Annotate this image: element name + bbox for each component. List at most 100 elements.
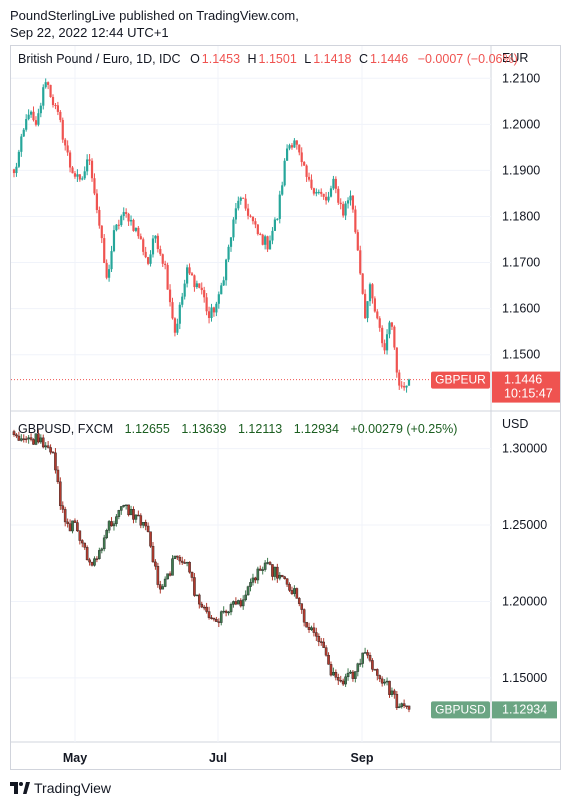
candle-body xyxy=(190,273,194,276)
candle-body xyxy=(41,437,45,448)
candle-body xyxy=(115,516,118,524)
candle-body xyxy=(276,566,279,579)
candle-body xyxy=(339,202,342,205)
candle-body xyxy=(261,234,264,245)
candle-body xyxy=(27,437,30,440)
candle-body xyxy=(112,523,116,527)
candle-body xyxy=(344,676,347,685)
candle-body xyxy=(49,447,52,453)
candle-body xyxy=(293,588,296,594)
candle-body xyxy=(385,334,389,351)
candle-body xyxy=(276,218,279,220)
candle-body xyxy=(29,111,33,115)
candle-body xyxy=(398,372,401,386)
candle-body xyxy=(83,171,86,179)
candle-body xyxy=(302,609,306,623)
candle-body xyxy=(25,119,28,130)
candle-body xyxy=(393,690,396,695)
candle-body xyxy=(317,636,321,642)
candle-body xyxy=(17,435,21,441)
candle-body xyxy=(193,275,196,288)
candle-body xyxy=(98,550,101,559)
candle-body xyxy=(258,568,262,571)
candle-body xyxy=(61,505,65,510)
close-value: 1.12934 xyxy=(293,422,339,436)
candle-body xyxy=(12,431,16,436)
candle-body xyxy=(112,230,116,252)
tradingview-brand[interactable]: TradingView xyxy=(34,780,112,796)
symbol-tag xyxy=(431,371,490,389)
candle-body xyxy=(68,152,72,168)
candle-body xyxy=(210,307,213,319)
candle-body xyxy=(181,296,184,305)
candle-body xyxy=(149,254,152,264)
open-label: O xyxy=(190,52,200,66)
candle-body xyxy=(290,145,294,148)
candle-body xyxy=(378,675,382,680)
candle-body xyxy=(346,672,350,678)
candle-body xyxy=(317,191,320,193)
candle-body xyxy=(46,445,50,448)
candle-body xyxy=(188,267,191,274)
timestamp-line: Sep 22, 2022 12:44 UTC+1 xyxy=(10,25,169,40)
candle-body xyxy=(44,445,47,448)
candle-body xyxy=(402,703,406,707)
candle-body xyxy=(20,438,23,441)
candle-body xyxy=(322,193,325,197)
candle-body xyxy=(241,599,245,607)
candle-body xyxy=(12,169,16,174)
candle-body xyxy=(34,120,38,125)
candle-body xyxy=(358,663,362,665)
candle-body xyxy=(203,290,206,298)
candle-body xyxy=(229,604,233,613)
candle-body xyxy=(225,259,228,281)
candle-body xyxy=(147,257,150,264)
candle-body xyxy=(407,705,411,710)
candle-body xyxy=(349,195,352,201)
candle-body xyxy=(222,280,225,286)
candle-body xyxy=(344,203,347,216)
candle-body xyxy=(217,294,220,304)
pane-0: 1.2100 1.2000 1.1900 1.1800 1.1700 1.1600 1.15… xyxy=(11,46,560,410)
candle-body xyxy=(388,680,391,695)
candle-body xyxy=(103,238,106,263)
candle-body xyxy=(334,672,338,678)
candle-body xyxy=(212,307,216,313)
candle-body xyxy=(295,588,299,599)
candle-body xyxy=(215,303,218,313)
candle-body xyxy=(71,520,74,532)
candle-body xyxy=(39,105,42,114)
candle-body xyxy=(310,179,313,189)
candle-body xyxy=(80,540,84,544)
candle-body xyxy=(71,167,74,174)
candle-body xyxy=(161,586,165,590)
candle-body xyxy=(273,566,277,577)
candle-body xyxy=(78,174,81,180)
candle-body xyxy=(144,522,147,527)
candle-body xyxy=(280,574,284,577)
candle-body xyxy=(120,216,123,226)
candle-body xyxy=(239,600,243,607)
candle-body xyxy=(239,197,242,201)
candle-body xyxy=(281,185,284,195)
candle-body xyxy=(390,690,394,695)
candle-body xyxy=(22,438,26,440)
candle-body xyxy=(161,254,164,264)
candle-body xyxy=(37,433,40,443)
candle-body xyxy=(329,664,333,676)
candle-body xyxy=(139,236,142,240)
y-tick-label: 1.1600 xyxy=(502,302,540,316)
open-value: 1.1453 xyxy=(201,52,241,66)
candle-body xyxy=(73,520,77,523)
candle-body xyxy=(129,219,133,222)
candle-body xyxy=(185,561,189,564)
candle-body xyxy=(327,655,330,665)
candle-body xyxy=(395,693,399,709)
candle-body xyxy=(32,111,35,121)
candle-body xyxy=(47,82,50,85)
gbpusd-legend: GBPUSD, FXCM 1.12655 1.13639 1.12113 1.1… xyxy=(18,422,459,436)
candle-body xyxy=(351,195,355,210)
price-tag-label: 1.1446 xyxy=(504,373,542,387)
y-tick-label: 1.25000 xyxy=(502,518,547,532)
